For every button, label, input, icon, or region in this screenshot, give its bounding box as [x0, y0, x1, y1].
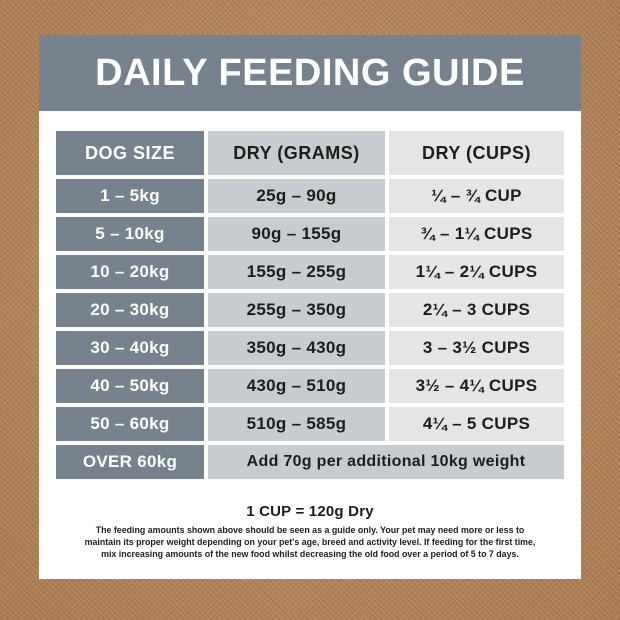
feeding-table: DOG SIZE DRY (GRAMS) DRY (CUPS) 1 – 5kg … — [56, 131, 564, 479]
size-cell: 5 – 10kg — [56, 217, 204, 251]
grams-cell: 90g – 155g — [208, 217, 385, 251]
grams-cell: 430g – 510g — [208, 369, 385, 403]
size-cell: 1 – 5kg — [56, 179, 204, 213]
cups-cell: 3 – 3½ CUPS — [389, 331, 564, 365]
size-cell: 30 – 40kg — [56, 331, 204, 365]
column-header-dry-cups: DRY (CUPS) — [389, 131, 564, 175]
feeding-disclaimer: The feeding amounts shown above should b… — [58, 525, 562, 561]
size-cell: 20 – 30kg — [56, 293, 204, 327]
cups-cell: ¼ – ¾ CUP — [389, 179, 564, 213]
column-header-dry-grams: DRY (GRAMS) — [208, 131, 385, 175]
cups-cell: ¾ – 1¼ CUPS — [389, 217, 564, 251]
cup-equivalence-note: 1 CUP = 120g Dry — [246, 503, 374, 520]
grams-cell: 255g – 350g — [208, 293, 385, 327]
size-cell-over-60kg: OVER 60kg — [56, 445, 204, 479]
grams-cell: 155g – 255g — [208, 255, 385, 289]
grams-cell: 350g – 430g — [208, 331, 385, 365]
column-header-dog-size: DOG SIZE — [56, 131, 204, 175]
disclaimer-line: maintain its proper weight depending on … — [84, 537, 536, 548]
cups-cell: 2¼ – 3 CUPS — [389, 293, 564, 327]
feeding-guide-card: DAILY FEEDING GUIDE DOG SIZE DRY (GRAMS)… — [39, 35, 581, 579]
page-title: DAILY FEEDING GUIDE — [95, 51, 525, 94]
size-cell: 50 – 60kg — [56, 407, 204, 441]
grams-cell: 510g – 585g — [208, 407, 385, 441]
disclaimer-line: mix increasing amounts of the new food w… — [101, 549, 519, 560]
additional-weight-note-cell: Add 70g per additional 10kg weight — [208, 445, 564, 479]
grams-cell: 25g – 90g — [208, 179, 385, 213]
cups-cell: 4¼ – 5 CUPS — [389, 407, 564, 441]
title-banner: DAILY FEEDING GUIDE — [39, 35, 581, 111]
size-cell: 40 – 50kg — [56, 369, 204, 403]
disclaimer-line: The feeding amounts shown above should b… — [95, 525, 525, 536]
cups-cell: 3½ – 4¼ CUPS — [389, 369, 564, 403]
size-cell: 10 – 20kg — [56, 255, 204, 289]
cups-cell: 1¼ – 2¼ CUPS — [389, 255, 564, 289]
